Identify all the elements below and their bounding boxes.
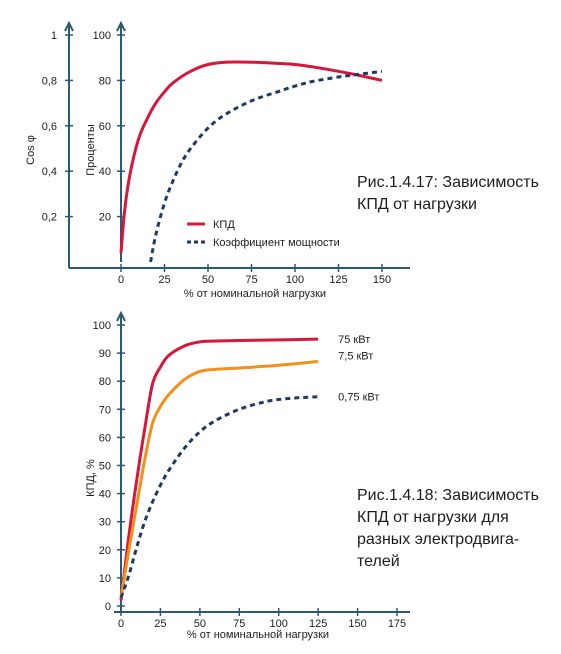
chart2-x-tick-label: 50 xyxy=(194,618,206,630)
chart1-tick-labels: 0 25 50 75 100 125 150 20 40 60 80 100 0,2 0,4 0,6 0,8 1 xyxy=(42,30,391,286)
chart1-y-tick-label: 40 xyxy=(99,166,111,178)
series-end-label: 0,75 кВт xyxy=(338,392,379,404)
chart1-legend: КПД Коэффициент мощности xyxy=(187,219,340,249)
chart1-y2-tick-label: 0,4 xyxy=(42,166,57,178)
chart2-y-tick-label: 100 xyxy=(93,320,111,332)
chart1-y2-tick-label: 0,6 xyxy=(42,121,57,133)
chart1-y2-tick-label: 0,8 xyxy=(42,75,57,87)
chart1-x-tick-label: 0 xyxy=(118,274,124,286)
chart2-y-tick-label: 50 xyxy=(99,461,111,473)
chart2-x-tick-label: 25 xyxy=(154,618,166,630)
chart1-y2-axis-arrow xyxy=(64,20,74,32)
series-kpd-line xyxy=(119,60,383,254)
chart2-tick-labels: 0 25 50 75 100 125 150 175 0 10 20 30 40 50 60 70 80 90 10… xyxy=(93,320,407,630)
chart2-x-tick-label: 150 xyxy=(348,618,366,630)
chart2-y-tick-label: 90 xyxy=(99,348,111,360)
chart2-y-tick-label: 40 xyxy=(99,489,111,501)
series-7-5kw-line xyxy=(119,360,319,598)
chart2-x-tick-label: 175 xyxy=(388,618,406,630)
chart1-y-tick-label: 80 xyxy=(99,75,111,87)
chart1-y-tick-label: 60 xyxy=(99,121,111,133)
series-75kw-line xyxy=(119,337,319,601)
chart2-series: 75 кВт 7,5 кВт 0,75 кВт xyxy=(119,334,379,601)
chart1-y-tick-label: 100 xyxy=(93,30,111,42)
chart1-x-tick-label: 50 xyxy=(202,274,214,286)
chart1-x-tick-label: 150 xyxy=(373,274,391,286)
chart2-x-tick-label: 125 xyxy=(309,618,327,630)
chart1-y2-tick-label: 1 xyxy=(51,30,57,42)
chart1-x-tick-label: 100 xyxy=(286,274,304,286)
chart2-x-axis-label: % от номинальной нагрузки xyxy=(187,629,329,641)
chart1-caption-line: КПД от нагрузки xyxy=(357,196,477,213)
chart2-y-axis-label: КПД, % xyxy=(85,459,97,497)
chart2-x-tick-label: 75 xyxy=(233,618,245,630)
chart2-y-tick-label: 70 xyxy=(99,404,111,416)
chart2-x-tick-label: 0 xyxy=(118,618,124,630)
chart2-caption-line: телей xyxy=(357,553,400,570)
chart2-y-tick-label: 60 xyxy=(99,432,111,444)
series-end-label: 75 кВт xyxy=(338,334,370,346)
chart1-y2-axis-label: Cos φ xyxy=(25,135,37,165)
chart2-y-tick-label: 30 xyxy=(99,517,111,529)
series-power-factor-line xyxy=(149,69,383,263)
series-0-75kw-line xyxy=(119,395,319,599)
chart1-y2-tick-label: 0,2 xyxy=(42,212,57,224)
chart2-y-tick-label: 20 xyxy=(99,545,111,557)
chart2-caption-line: Рис.1.4.18: Зависимость xyxy=(357,487,539,504)
chart2-axes xyxy=(114,310,410,616)
chart2-caption-line: разных электродвига- xyxy=(357,531,519,548)
chart2-caption: Рис.1.4.18: Зависимость КПД от нагрузки … xyxy=(357,487,543,570)
chart1-x-tick-label: 75 xyxy=(245,274,257,286)
chart2-caption-line: КПД от нагрузки для xyxy=(357,509,509,526)
chart1-y-tick-label: 20 xyxy=(99,212,111,224)
chart2-x-tick-label: 100 xyxy=(270,618,288,630)
chart2-y-tick-label: 80 xyxy=(99,376,111,388)
chart2-y-tick-label: 10 xyxy=(99,573,111,585)
chart1-series xyxy=(119,60,383,263)
series-end-label: 7,5 кВт xyxy=(338,351,373,363)
chart-efficiency-and-power-factor: 0 25 50 75 100 125 150 20 40 60 80 100 0,2 0,4 0,6 0,8 1… xyxy=(25,20,543,300)
chart1-x-axis-label: % от номинальной нагрузки xyxy=(184,288,326,300)
chart1-y-axis-arrow xyxy=(116,20,126,32)
chart1-caption: Рис.1.4.17: Зависимость КПД от нагрузки xyxy=(357,174,543,213)
legend-kpd-label: КПД xyxy=(213,219,235,231)
chart1-x-tick-label: 125 xyxy=(329,274,347,286)
chart1-x-tick-label: 25 xyxy=(158,274,170,286)
chart2-y-tick-label: 0 xyxy=(105,601,111,613)
legend-power-factor-label: Коэффициент мощности xyxy=(213,237,340,249)
chart1-axes xyxy=(64,20,410,272)
chart2-y-axis-arrow xyxy=(116,310,126,322)
chart1-y-axis-label: Проценты xyxy=(85,124,97,176)
chart1-caption-line: Рис.1.4.17: Зависимость xyxy=(357,174,539,191)
